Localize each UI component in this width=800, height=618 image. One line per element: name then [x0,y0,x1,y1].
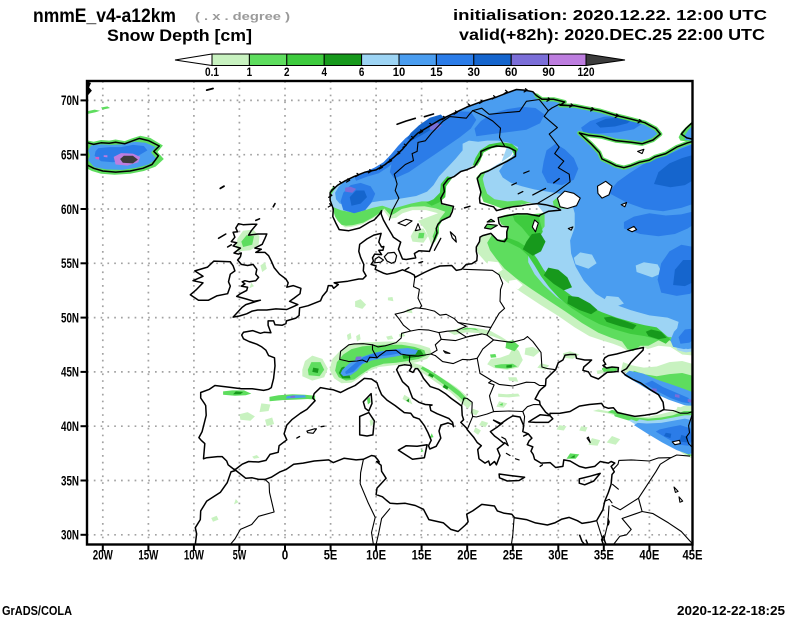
svg-text:initialisation: 2020.12.22. 1: initialisation: 2020.12.22. 12:00 UTC [453,7,767,24]
svg-text:5E: 5E [324,548,338,563]
svg-text:40E: 40E [639,548,659,563]
svg-text:20W: 20W [93,548,113,563]
svg-text:30N: 30N [61,528,79,543]
svg-text:5W: 5W [233,548,247,563]
svg-text:120: 120 [578,67,595,79]
svg-text:0.1: 0.1 [205,67,220,79]
svg-text:50N: 50N [61,310,79,325]
svg-text:15E: 15E [412,548,432,563]
svg-text:35N: 35N [61,473,79,488]
svg-text:0: 0 [282,548,289,563]
svg-text:valid(+82h): 2020.DEC.25 22:00: valid(+82h): 2020.DEC.25 22:00 UTC [459,27,765,44]
svg-text:65N: 65N [61,148,79,163]
svg-text:4: 4 [321,67,327,79]
svg-text:45E: 45E [683,548,703,563]
svg-text:10W: 10W [184,548,204,563]
svg-text:nmmE_v4-a12km: nmmE_v4-a12km [33,6,176,27]
svg-text:Snow Depth [cm]: Snow Depth [cm] [107,26,252,45]
svg-text:( . x . degree ): ( . x . degree ) [195,11,290,23]
svg-text:2: 2 [284,67,290,79]
svg-text:30E: 30E [548,548,568,563]
svg-text:90: 90 [542,67,555,79]
svg-text:15W: 15W [138,548,158,563]
svg-text:70N: 70N [61,93,79,108]
svg-text:10E: 10E [366,548,386,563]
svg-text:30: 30 [468,67,481,79]
svg-text:60N: 60N [61,202,79,217]
svg-text:25E: 25E [503,548,523,563]
svg-text:20E: 20E [457,548,477,563]
svg-text:35E: 35E [594,548,614,563]
svg-text:40N: 40N [61,419,79,434]
svg-text:10: 10 [393,67,406,79]
svg-text:60: 60 [505,67,518,79]
svg-text:1: 1 [247,67,253,79]
svg-text:45N: 45N [61,365,79,380]
svg-text:15: 15 [430,67,443,79]
svg-text:2020-12-22-18:25: 2020-12-22-18:25 [677,604,785,618]
svg-text:55N: 55N [61,256,79,271]
svg-text:GrADS/COLA: GrADS/COLA [2,604,72,618]
svg-text:6: 6 [359,67,365,79]
